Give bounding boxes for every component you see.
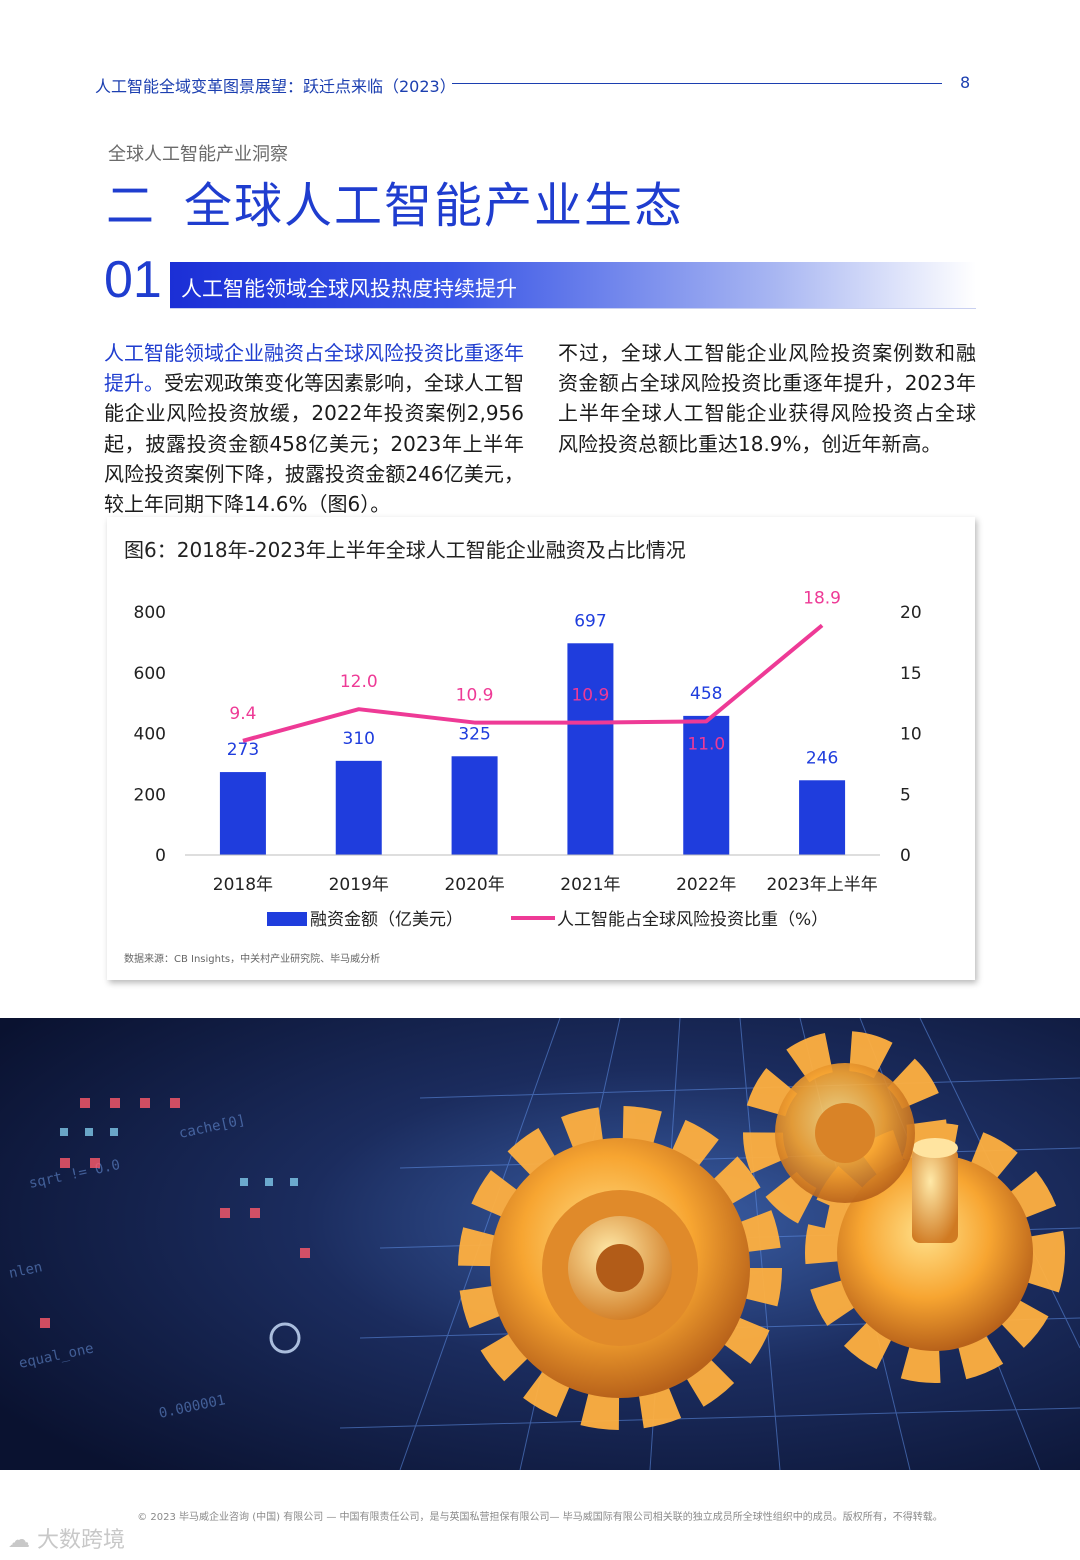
bar bbox=[451, 756, 498, 855]
subsection-underline bbox=[170, 308, 976, 309]
y-right-tick-label: 5 bbox=[900, 785, 911, 805]
page-number: 8 bbox=[960, 73, 971, 92]
body-column-right: 不过，全球人工智能企业风险投资案例数和融资金额占全球风险投资比重逐年提升，202… bbox=[558, 341, 976, 456]
ai-gears-circuit-image: sqrt != 0.0 nlen equal_one 0.000001 cach… bbox=[0, 1018, 1080, 1470]
line-value-label: 10.9 bbox=[456, 686, 494, 706]
bar-value-label: 273 bbox=[227, 740, 259, 760]
y-left-tick-label: 200 bbox=[134, 785, 166, 805]
bar-value-label: 458 bbox=[690, 684, 722, 704]
section-subtitle: 全球人工智能产业洞察 bbox=[108, 144, 288, 165]
bar-value-label: 325 bbox=[458, 724, 490, 744]
bar-value-label: 310 bbox=[343, 729, 375, 749]
subsection-banner bbox=[170, 262, 976, 308]
y-right-tick-label: 15 bbox=[900, 664, 922, 684]
x-tick-label: 2018年 bbox=[213, 875, 273, 895]
line-series bbox=[242, 623, 824, 743]
figure-source: 数据来源：CB Insights，中关村产业研究院、毕马威分析 bbox=[124, 954, 381, 965]
line-value-label: 10.9 bbox=[571, 686, 609, 706]
x-tick-label: 2019年 bbox=[329, 875, 389, 895]
legend-line-label: 人工智能占全球风险投资比重（%） bbox=[557, 910, 828, 930]
bar-value-label: 697 bbox=[574, 611, 606, 631]
figure-card bbox=[107, 517, 975, 980]
bar bbox=[219, 772, 266, 855]
section-title: 二全球人工智能产业生态 bbox=[106, 166, 684, 236]
section-title-text: 全球人工智能产业生态 bbox=[184, 178, 685, 234]
subsection-title: 人工智能领域全球风投热度持续提升 bbox=[181, 277, 517, 301]
line-value-label: 11.0 bbox=[687, 734, 725, 754]
x-tick-label: 2022年 bbox=[676, 875, 736, 895]
watermark-text: 大数跨境 bbox=[37, 1528, 126, 1553]
subsection-number: 01 bbox=[104, 251, 162, 309]
section-number: 二 bbox=[106, 178, 157, 234]
watermark: ☁ 大数跨境 bbox=[8, 1522, 125, 1554]
legend-bar-label: 融资金额（亿美元） bbox=[310, 910, 463, 930]
funding-chart: 0 200 400 600 800 0 5 10 15 20 273 310 325 697 458 246 9… bbox=[134, 588, 922, 930]
y-right-tick-label: 20 bbox=[900, 603, 922, 623]
y-left-tick-label: 400 bbox=[134, 725, 166, 745]
body-left-text: 受宏观政策变化等因素影响，全球人工智能企业风险投资放缓，2022年投资案例2,9… bbox=[104, 371, 524, 517]
x-tick-label: 2023年上半年 bbox=[766, 875, 877, 895]
watermark-icon: ☁ bbox=[8, 1528, 30, 1553]
line-value-label: 12.0 bbox=[340, 672, 378, 692]
bar bbox=[683, 715, 730, 855]
x-tick-label: 2021年 bbox=[560, 875, 620, 895]
legend-bar-swatch bbox=[267, 912, 307, 926]
header-divider bbox=[452, 83, 942, 84]
bar-value-label: 246 bbox=[806, 748, 838, 768]
x-tick-label: 2020年 bbox=[444, 875, 504, 895]
bar bbox=[799, 780, 846, 855]
y-right-tick-label: 10 bbox=[900, 725, 922, 745]
body-highlight: 人工智能领域企业融资占全球风险投资比重逐年提升。 bbox=[104, 341, 524, 396]
bar bbox=[567, 643, 614, 855]
running-header-title: 人工智能全域变革图景展望：跃迁点来临（2023） bbox=[95, 77, 456, 96]
svg-text:nlen: nlen bbox=[8, 1259, 44, 1282]
line-value-label: 9.4 bbox=[229, 704, 256, 724]
y-right-tick-label: 0 bbox=[900, 846, 911, 866]
line-value-label: 18.9 bbox=[803, 588, 841, 608]
footer-copyright: © 2023 毕马威企业咨询 (中国) 有限公司 — 中国有限责任公司，是与英国… bbox=[137, 1512, 943, 1523]
y-left-tick-label: 600 bbox=[134, 664, 166, 684]
y-left-tick-label: 800 bbox=[134, 603, 166, 623]
bar bbox=[335, 760, 382, 855]
body-column-left: 人工智能领域企业融资占全球风险投资比重逐年提升。受宏观政策变化等因素影响，全球人… bbox=[104, 338, 524, 519]
y-left-tick-label: 0 bbox=[155, 846, 166, 866]
figure-title: 图6：2018年-2023年上半年全球人工智能企业融资及占比情况 bbox=[124, 538, 686, 562]
